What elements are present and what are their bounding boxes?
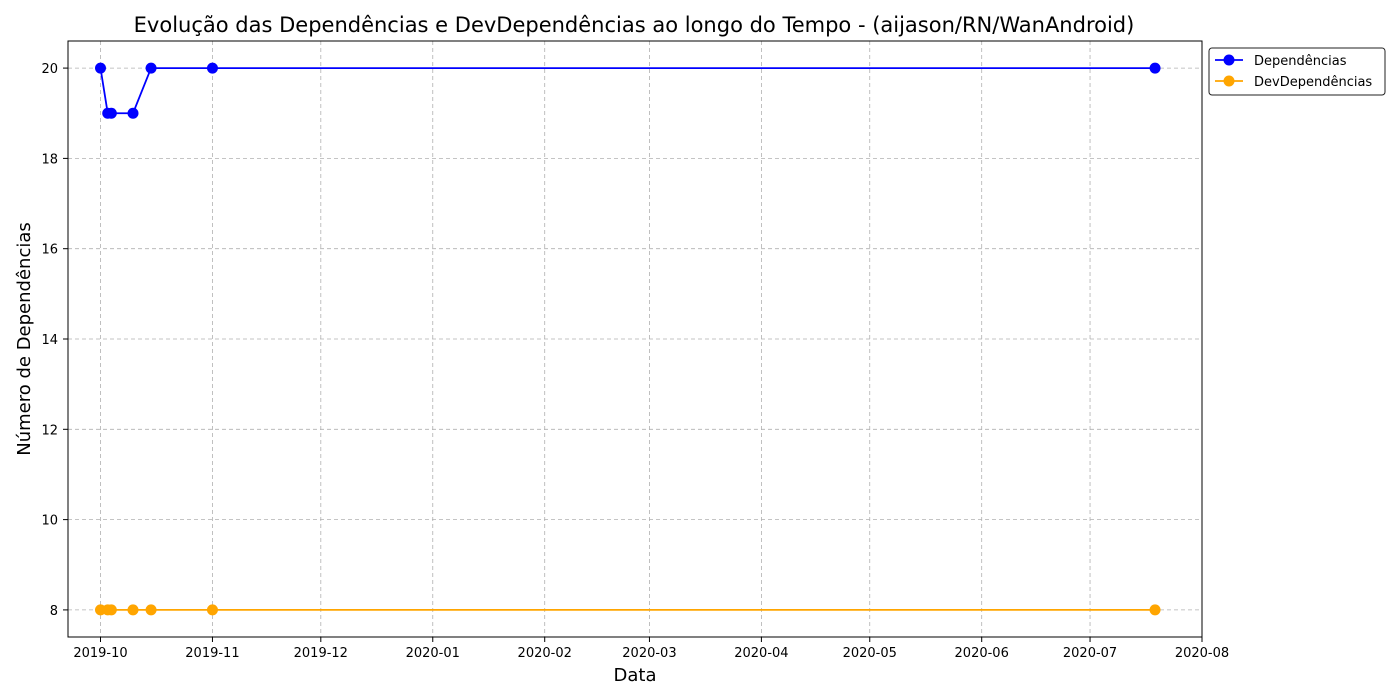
y-tick-label: 10 [41,514,58,529]
y-tick-label: 8 [50,604,58,619]
x-tick-label: 2020-07 [1063,646,1117,661]
legend-label: DevDependências [1254,75,1372,90]
x-tick-label: 2019-10 [73,646,127,661]
x-tick-label: 2020-04 [734,646,788,661]
x-tick-label: 2020-06 [955,646,1009,661]
y-axis-label: Número de Dependências [14,222,35,456]
y-tick-label: 20 [41,62,58,77]
y-tick-label: 14 [41,333,58,348]
x-tick-label: 2020-03 [622,646,676,661]
x-tick-label: 2019-12 [294,646,348,661]
y-tick-label: 18 [41,152,58,167]
chart-title: Evolução das Dependências e DevDependênc… [134,13,1135,37]
legend-item: DevDependências [1215,75,1372,90]
data-point [1149,62,1161,74]
y-tick-label: 12 [41,423,58,438]
legend-marker [1223,75,1235,87]
data-point [105,107,117,119]
x-tick-label: 2020-05 [843,646,897,661]
x-tick-label: 2020-08 [1175,646,1229,661]
series-0 [95,62,1161,119]
data-point [105,604,117,616]
x-tick-label: 2020-01 [406,646,460,661]
data-point [127,107,139,119]
data-point [1149,604,1161,616]
legend: Dependências DevDependências [1208,47,1386,96]
series-1 [95,604,1161,616]
y-tick-label: 16 [41,243,58,258]
data-point [127,604,139,616]
legend-box [1208,47,1386,96]
legend-item: Dependências [1215,54,1347,69]
data-point [145,62,157,74]
data-point [206,604,218,616]
x-tick-label: 2020-02 [518,646,572,661]
data-point [95,62,107,74]
series-layer [95,62,1161,616]
x-tick-label: 2019-11 [185,646,239,661]
data-point [206,62,218,74]
legend-marker [1223,54,1235,66]
axes: 2019-10 2019-11 2019-12 2020-01 2020-02 2020-… [41,62,1229,661]
data-point [145,604,157,616]
x-axis-label: Data [614,665,657,686]
legend-label: Dependências [1254,54,1347,69]
